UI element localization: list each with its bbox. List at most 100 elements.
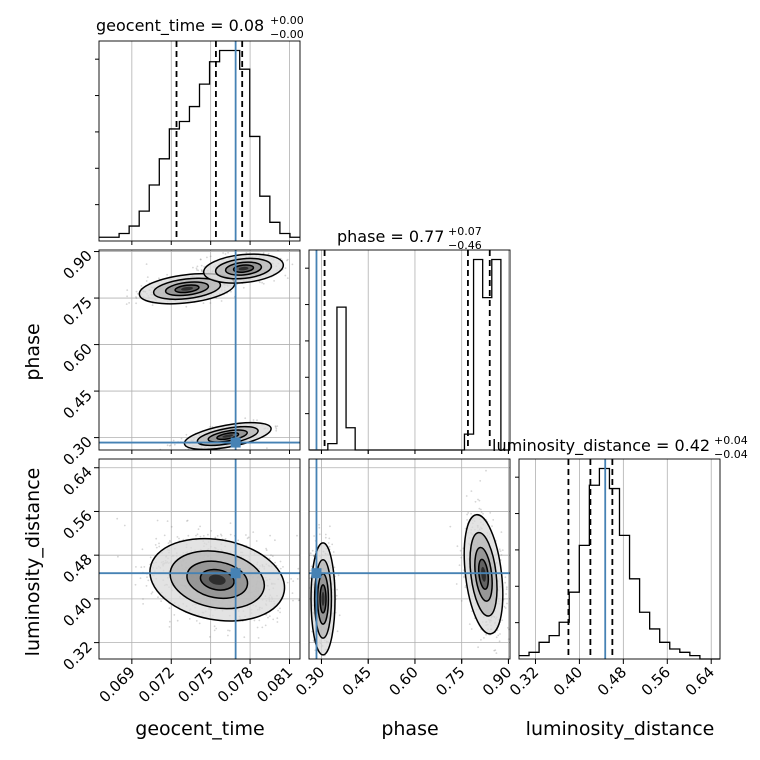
scatter-luminosity-distance-phase-point bbox=[479, 480, 482, 482]
scatter-phase-geocent-time-point bbox=[177, 451, 179, 453]
scatter-luminosity-distance-phase-point bbox=[480, 511, 483, 514]
scatter-luminosity-distance-geocent-time-point bbox=[116, 517, 119, 520]
scatter-luminosity-distance-phase-point bbox=[309, 552, 312, 555]
scatter-luminosity-distance-geocent-time-point bbox=[227, 634, 229, 637]
scatter-luminosity-distance-phase-point bbox=[505, 586, 508, 589]
scatter-luminosity-distance-geocent-time-point bbox=[216, 535, 219, 537]
scatter-luminosity-distance-phase-density bbox=[321, 591, 325, 606]
scatter-luminosity-distance-phase-point bbox=[328, 537, 331, 540]
scatter-luminosity-distance-geocent-time-point bbox=[166, 520, 169, 522]
scatter-luminosity-distance-geocent-time-point bbox=[220, 533, 222, 536]
scatter-phase-geocent-time-point bbox=[200, 264, 203, 267]
scatter-luminosity-distance-phase-point bbox=[470, 628, 473, 630]
title-luminosity-distance: luminosity_distance = 0.42 bbox=[492, 436, 710, 456]
scatter-luminosity-distance-geocent-time-point bbox=[157, 596, 159, 599]
yticklabel-phase: 0.45 bbox=[59, 386, 95, 422]
scatter-luminosity-distance-geocent-time-point bbox=[146, 576, 148, 578]
scatter-luminosity-distance-geocent-time-point bbox=[187, 534, 190, 537]
scatter-luminosity-distance-geocent-time-point bbox=[279, 607, 281, 610]
scatter-phase-geocent-time-point bbox=[125, 303, 128, 305]
yticklabel-phase: 0.75 bbox=[59, 293, 95, 329]
scatter-luminosity-distance-geocent-time-point bbox=[245, 534, 247, 536]
scatter-phase-geocent-time-point bbox=[168, 444, 171, 447]
scatter-luminosity-distance-geocent-time-point bbox=[292, 599, 294, 602]
scatter-luminosity-distance-geocent-time-point bbox=[253, 619, 256, 622]
scatter-luminosity-distance-phase-point bbox=[478, 499, 481, 502]
scatter-luminosity-distance-geocent-time-point bbox=[178, 537, 180, 540]
scatter-phase-geocent-time-frame bbox=[98, 249, 301, 451]
scatter-phase-geocent-time-contour bbox=[183, 421, 272, 450]
scatter-luminosity-distance-phase-point bbox=[320, 665, 322, 667]
scatter-luminosity-distance-phase-point bbox=[470, 512, 472, 515]
scatter-luminosity-distance-geocent-time-point bbox=[274, 539, 276, 542]
scatter-phase-geocent-time-point bbox=[267, 252, 270, 255]
scatter-luminosity-distance-phase-point bbox=[463, 575, 465, 578]
scatter-phase-geocent-time-point bbox=[209, 255, 212, 258]
scatter-luminosity-distance-geocent-time-point bbox=[291, 592, 294, 594]
scatter-luminosity-distance-phase-point bbox=[312, 555, 315, 558]
scatter-luminosity-distance-geocent-time-point bbox=[140, 566, 143, 569]
scatter-phase-geocent-time-point bbox=[274, 426, 277, 428]
scatter-phase-geocent-time-point bbox=[135, 297, 138, 299]
scatter-phase-geocent-time-point bbox=[135, 296, 137, 298]
scatter-luminosity-distance-phase-point bbox=[478, 507, 481, 510]
scatter-phase-geocent-time-contour bbox=[152, 277, 222, 301]
scatter-phase-geocent-time-point bbox=[145, 280, 148, 282]
scatter-luminosity-distance-geocent-time-point bbox=[247, 536, 250, 539]
scatter-phase-geocent-time-point bbox=[245, 252, 248, 254]
scatter-luminosity-distance-geocent-time-point bbox=[286, 581, 289, 584]
scatter-luminosity-distance-phase-point bbox=[482, 512, 484, 515]
hist-phase-grid bbox=[321, 250, 509, 450]
scatter-phase-geocent-time-point bbox=[166, 444, 169, 447]
scatter-luminosity-distance-phase-contour bbox=[319, 584, 327, 614]
scatter-luminosity-distance-geocent-time-point bbox=[277, 609, 279, 612]
scatter-luminosity-distance-geocent-time-point bbox=[276, 621, 279, 623]
scatter-phase-geocent-time-density bbox=[238, 266, 249, 271]
hist-geocent-time-line bbox=[99, 49, 300, 238]
hist-geocent-time-frame bbox=[98, 40, 301, 242]
scatter-phase-geocent-time-point bbox=[286, 277, 289, 279]
hist-luminosity-distance-grid bbox=[535, 459, 712, 659]
hist-phase-frame bbox=[308, 249, 511, 451]
scatter-phase-geocent-time-point bbox=[275, 429, 278, 432]
scatter-luminosity-distance-geocent-time-point bbox=[117, 555, 119, 558]
scatter-luminosity-distance-geocent-time-point bbox=[276, 617, 279, 620]
scatter-luminosity-distance-phase-point bbox=[310, 565, 313, 568]
scatter-luminosity-distance-phase-point bbox=[329, 525, 331, 528]
scatter-phase-geocent-time-density bbox=[181, 286, 193, 291]
scatter-luminosity-distance-geocent-time-point bbox=[279, 560, 282, 563]
scatter-luminosity-distance-phase-point bbox=[491, 525, 493, 527]
scatter-luminosity-distance-phase-point bbox=[500, 554, 503, 556]
scatter-luminosity-distance-geocent-time-point bbox=[214, 536, 217, 539]
scatter-phase-geocent-time-point bbox=[286, 259, 288, 262]
scatter-phase-geocent-time-point bbox=[203, 451, 205, 453]
scatter-phase-geocent-time-point bbox=[158, 277, 160, 280]
scatter-luminosity-distance-geocent-time-point bbox=[155, 546, 158, 549]
scatter-luminosity-distance-geocent-time-point bbox=[227, 629, 229, 632]
scatter-phase-geocent-time-point bbox=[222, 252, 225, 254]
title-phase: phase = 0.77 bbox=[337, 227, 444, 246]
scatter-luminosity-distance-phase-point bbox=[333, 566, 336, 569]
scatter-luminosity-distance-geocent-time-point bbox=[145, 585, 148, 587]
scatter-luminosity-distance-phase-point bbox=[455, 583, 458, 585]
scatter-luminosity-distance-geocent-time-point bbox=[123, 524, 126, 527]
xlabel-phase: phase bbox=[381, 718, 438, 740]
scatter-luminosity-distance-phase-point bbox=[464, 586, 467, 589]
scatter-luminosity-distance-geocent-time-point bbox=[186, 519, 189, 522]
scatter-luminosity-distance-geocent-time-point bbox=[198, 622, 201, 625]
scatter-phase-geocent-time-point bbox=[242, 286, 245, 289]
scatter-luminosity-distance-phase-point bbox=[467, 512, 470, 514]
scatter-luminosity-distance-phase-point bbox=[492, 519, 495, 521]
scatter-luminosity-distance-geocent-time-point bbox=[169, 539, 171, 542]
scatter-phase-geocent-time-point bbox=[230, 242, 232, 244]
xlabel-geocent-time: geocent_time bbox=[135, 718, 264, 740]
scatter-luminosity-distance-geocent-time-point bbox=[228, 629, 231, 632]
hist-phase-line bbox=[309, 258, 510, 451]
xticklabel-geocent-time: 0.075 bbox=[174, 663, 217, 706]
scatter-luminosity-distance-phase-point bbox=[470, 490, 473, 492]
scatter-luminosity-distance-geocent-time-point bbox=[173, 614, 176, 616]
scatter-luminosity-distance-geocent-time-point bbox=[160, 600, 163, 602]
scatter-luminosity-distance-geocent-time-point bbox=[296, 578, 299, 580]
scatter-phase-geocent-time-point bbox=[209, 302, 212, 304]
